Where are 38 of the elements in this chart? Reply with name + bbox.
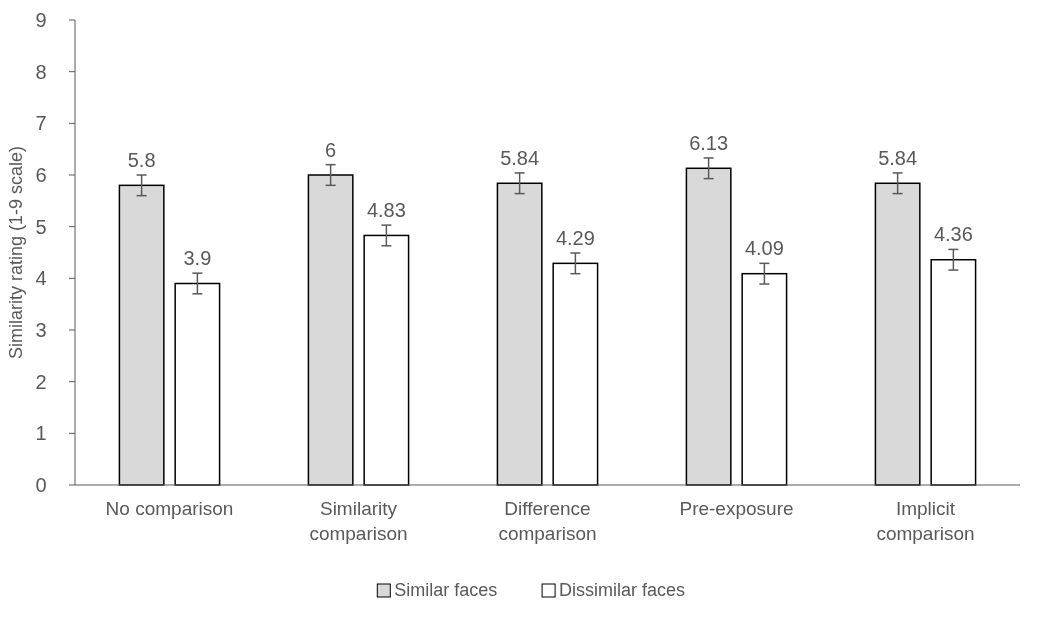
data-label: 5.84 [500,146,540,169]
bar [930,258,977,486]
y-tick-label: 2 [35,370,47,393]
bar [685,167,732,486]
x-tick-label: Difference comparison [498,498,597,544]
bar [496,182,543,486]
bar [363,234,410,486]
y-tick-label: 7 [35,112,47,135]
data-label: 4.36 [933,223,973,246]
y-tick-label: 6 [35,164,47,186]
y-axis-title: Similarity rating (1-9 scale) [6,145,26,360]
bar [741,272,788,486]
bar [118,184,165,486]
data-label: 4.83 [366,199,406,222]
bar [874,182,921,486]
y-tick-label: 4 [35,267,47,290]
bar [552,262,599,486]
data-label: 5.8 [127,149,156,171]
y-tick-label: 9 [35,9,47,31]
y-tick-label: 8 [35,60,47,83]
legend-label: Similar faces [394,580,498,600]
data-label: 6.13 [689,131,729,154]
x-tick-label: No comparison [105,498,234,519]
data-label: 6 [325,138,337,161]
bar [174,282,221,486]
data-label: 5.84 [878,146,918,169]
x-tick-label: Pre-exposure [679,498,794,519]
x-tick-label: Implicit comparison [876,498,975,544]
data-label: 3.9 [183,247,212,270]
y-tick-label: 3 [35,319,47,341]
x-tick-label: Similarity comparison [309,498,408,544]
data-label: 4.29 [555,227,595,250]
y-tick-label: 1 [35,422,47,445]
bar [307,174,354,486]
y-tick-label: 0 [35,474,47,496]
data-label: 4.09 [744,237,784,260]
legend-label: Dissimilar faces [559,580,686,600]
y-tick-label: 5 [35,215,47,238]
